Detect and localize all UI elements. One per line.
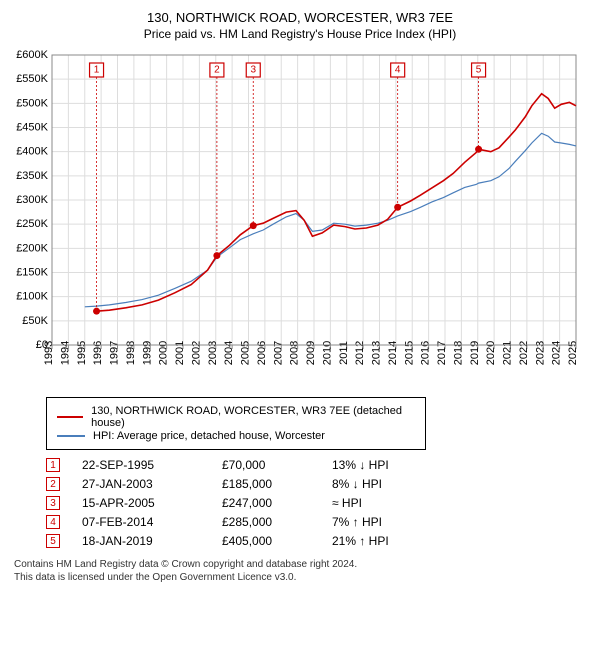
- transaction-price: £285,000: [222, 515, 332, 529]
- footnote: Contains HM Land Registry data © Crown c…: [14, 558, 592, 584]
- transaction-marker: 1: [46, 458, 60, 472]
- transaction-date: 15-APR-2005: [82, 496, 222, 510]
- transaction-delta: 13% ↓ HPI: [332, 458, 452, 472]
- svg-text:1997: 1997: [109, 341, 121, 365]
- transaction-marker: 3: [46, 496, 60, 510]
- svg-text:£400K: £400K: [16, 146, 48, 158]
- transaction-delta: 21% ↑ HPI: [332, 534, 452, 548]
- svg-text:2010: 2010: [321, 341, 333, 365]
- svg-text:2025: 2025: [567, 341, 579, 365]
- transaction-delta: 8% ↓ HPI: [332, 477, 452, 491]
- svg-text:2002: 2002: [190, 341, 202, 365]
- chart-title: 130, NORTHWICK ROAD, WORCESTER, WR3 7EE: [8, 10, 592, 25]
- svg-text:1999: 1999: [141, 341, 153, 365]
- transaction-row: 1 22-SEP-1995£70,00013% ↓ HPI: [46, 458, 592, 472]
- legend-label: 130, NORTHWICK ROAD, WORCESTER, WR3 7EE …: [91, 405, 415, 429]
- footnote-line: This data is licensed under the Open Gov…: [14, 571, 592, 584]
- svg-text:£100K: £100K: [16, 291, 48, 303]
- svg-text:2014: 2014: [387, 341, 399, 365]
- svg-text:1995: 1995: [76, 341, 88, 365]
- transaction-row: 3 15-APR-2005£247,000≈ HPI: [46, 496, 592, 510]
- svg-text:2012: 2012: [354, 341, 366, 365]
- svg-text:2005: 2005: [240, 341, 252, 365]
- footnote-line: Contains HM Land Registry data © Crown c…: [14, 558, 592, 571]
- svg-text:2007: 2007: [272, 341, 284, 365]
- svg-text:4: 4: [395, 65, 401, 76]
- svg-text:2009: 2009: [305, 341, 317, 365]
- svg-text:2000: 2000: [158, 341, 170, 365]
- chart-container: £0£50K£100K£150K£200K£250K£300K£350K£400…: [8, 49, 592, 389]
- transaction-price: £185,000: [222, 477, 332, 491]
- svg-text:2004: 2004: [223, 341, 235, 365]
- svg-text:1996: 1996: [92, 341, 104, 365]
- svg-text:1994: 1994: [59, 341, 71, 365]
- svg-text:3: 3: [250, 65, 256, 76]
- svg-text:2006: 2006: [256, 341, 268, 365]
- transaction-marker: 4: [46, 515, 60, 529]
- legend-item: HPI: Average price, detached house, Worc…: [57, 430, 415, 442]
- svg-text:£50K: £50K: [22, 315, 48, 327]
- transaction-marker: 2: [46, 477, 60, 491]
- transaction-row: 5 18-JAN-2019£405,00021% ↑ HPI: [46, 534, 592, 548]
- chart-subtitle: Price paid vs. HM Land Registry's House …: [8, 27, 592, 41]
- transaction-price: £405,000: [222, 534, 332, 548]
- svg-text:2001: 2001: [174, 341, 186, 365]
- price-chart: £0£50K£100K£150K£200K£250K£300K£350K£400…: [8, 49, 588, 389]
- svg-text:£600K: £600K: [16, 49, 48, 61]
- legend: 130, NORTHWICK ROAD, WORCESTER, WR3 7EE …: [46, 397, 426, 450]
- svg-text:2: 2: [214, 65, 220, 76]
- svg-text:2016: 2016: [420, 341, 432, 365]
- transaction-date: 07-FEB-2014: [82, 515, 222, 529]
- svg-text:1998: 1998: [125, 341, 137, 365]
- svg-text:2019: 2019: [469, 341, 481, 365]
- svg-text:2020: 2020: [485, 341, 497, 365]
- transaction-delta: 7% ↑ HPI: [332, 515, 452, 529]
- svg-text:£300K: £300K: [16, 194, 48, 206]
- transaction-row: 2 27-JAN-2003£185,0008% ↓ HPI: [46, 477, 592, 491]
- svg-text:5: 5: [476, 65, 482, 76]
- legend-item: 130, NORTHWICK ROAD, WORCESTER, WR3 7EE …: [57, 405, 415, 429]
- legend-swatch: [57, 416, 83, 418]
- transaction-price: £247,000: [222, 496, 332, 510]
- svg-text:£250K: £250K: [16, 218, 48, 230]
- svg-text:£550K: £550K: [16, 73, 48, 85]
- svg-text:2018: 2018: [452, 341, 464, 365]
- legend-swatch: [57, 435, 85, 437]
- transaction-date: 27-JAN-2003: [82, 477, 222, 491]
- svg-text:2015: 2015: [403, 341, 415, 365]
- svg-text:£150K: £150K: [16, 267, 48, 279]
- svg-text:£500K: £500K: [16, 97, 48, 109]
- svg-text:1: 1: [94, 65, 100, 76]
- svg-text:2008: 2008: [289, 341, 301, 365]
- svg-text:2017: 2017: [436, 341, 448, 365]
- transaction-date: 22-SEP-1995: [82, 458, 222, 472]
- svg-text:£350K: £350K: [16, 170, 48, 182]
- transaction-date: 18-JAN-2019: [82, 534, 222, 548]
- transaction-delta: ≈ HPI: [332, 496, 452, 510]
- svg-text:1993: 1993: [43, 341, 55, 365]
- svg-text:2013: 2013: [371, 341, 383, 365]
- transaction-marker: 5: [46, 534, 60, 548]
- svg-text:2022: 2022: [518, 341, 530, 365]
- svg-text:2021: 2021: [502, 341, 514, 365]
- svg-text:2023: 2023: [534, 341, 546, 365]
- legend-label: HPI: Average price, detached house, Worc…: [93, 430, 325, 442]
- svg-text:£450K: £450K: [16, 122, 48, 134]
- svg-text:2024: 2024: [551, 341, 563, 365]
- transaction-price: £70,000: [222, 458, 332, 472]
- svg-text:2003: 2003: [207, 341, 219, 365]
- transaction-row: 4 07-FEB-2014£285,0007% ↑ HPI: [46, 515, 592, 529]
- transaction-list: 1 22-SEP-1995£70,00013% ↓ HPI 2 27-JAN-2003…: [46, 458, 592, 548]
- svg-text:£200K: £200K: [16, 242, 48, 254]
